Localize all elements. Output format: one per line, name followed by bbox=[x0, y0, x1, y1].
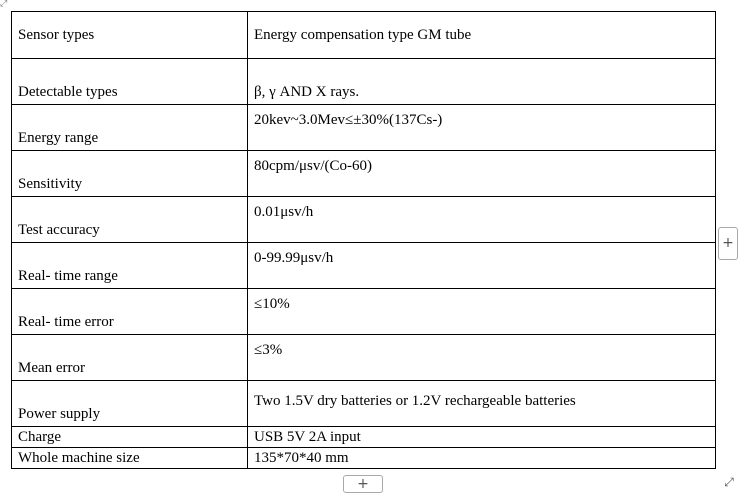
row-value: 80cpm/μsv/(Co-60) bbox=[247, 150, 716, 197]
row-label: Sensitivity bbox=[11, 150, 248, 197]
table-row: Power supply Two 1.5V dry batteries or 1… bbox=[11, 380, 716, 427]
row-value: β, γ AND X rays. bbox=[247, 58, 716, 105]
row-label: Real- time error bbox=[11, 288, 248, 335]
table-row: Whole machine size 135*70*40 mm bbox=[11, 447, 716, 469]
table-row: Sensor types Energy compensation type GM… bbox=[11, 11, 716, 59]
resize-handle-icon[interactable]: ⤢ bbox=[724, 475, 734, 489]
row-label: Sensor types bbox=[11, 11, 248, 59]
row-label: Detectable types bbox=[11, 58, 248, 105]
row-label: Real- time range bbox=[11, 242, 248, 289]
table-row: Mean error ≤3% bbox=[11, 334, 716, 381]
row-label: Whole machine size bbox=[11, 447, 248, 469]
row-value: USB 5V 2A input bbox=[247, 426, 716, 448]
row-label: Charge bbox=[11, 426, 248, 448]
add-column-button[interactable]: + bbox=[718, 227, 738, 260]
row-value: ≤3% bbox=[247, 334, 716, 381]
table-row: Energy range 20kev~3.0Mev≤±30%(137Cs-) bbox=[11, 104, 716, 151]
table-row: Detectable types β, γ AND X rays. bbox=[11, 58, 716, 105]
table-row: Charge USB 5V 2A input bbox=[11, 426, 716, 448]
row-value: Two 1.5V dry batteries or 1.2V rechargea… bbox=[247, 380, 716, 427]
row-value: 135*70*40 mm bbox=[247, 447, 716, 469]
row-label: Power supply bbox=[11, 380, 248, 427]
row-label: Test accuracy bbox=[11, 196, 248, 243]
table-move-handle-icon[interactable]: ⤢ bbox=[0, 0, 8, 9]
row-label: Mean error bbox=[11, 334, 248, 381]
table-row: Real- time error ≤10% bbox=[11, 288, 716, 335]
spec-table: Sensor types Energy compensation type GM… bbox=[11, 11, 716, 469]
row-value: 0.01μsv/h bbox=[247, 196, 716, 243]
row-label: Energy range bbox=[11, 104, 248, 151]
row-value: 20kev~3.0Mev≤±30%(137Cs-) bbox=[247, 104, 716, 151]
table-row: Sensitivity 80cpm/μsv/(Co-60) bbox=[11, 150, 716, 197]
row-value: 0-99.99μsv/h bbox=[247, 242, 716, 289]
table-row: Real- time range 0-99.99μsv/h bbox=[11, 242, 716, 289]
row-value: ≤10% bbox=[247, 288, 716, 335]
row-value: Energy compensation type GM tube bbox=[247, 11, 716, 59]
table-row: Test accuracy 0.01μsv/h bbox=[11, 196, 716, 243]
add-row-button[interactable]: + bbox=[343, 475, 383, 493]
